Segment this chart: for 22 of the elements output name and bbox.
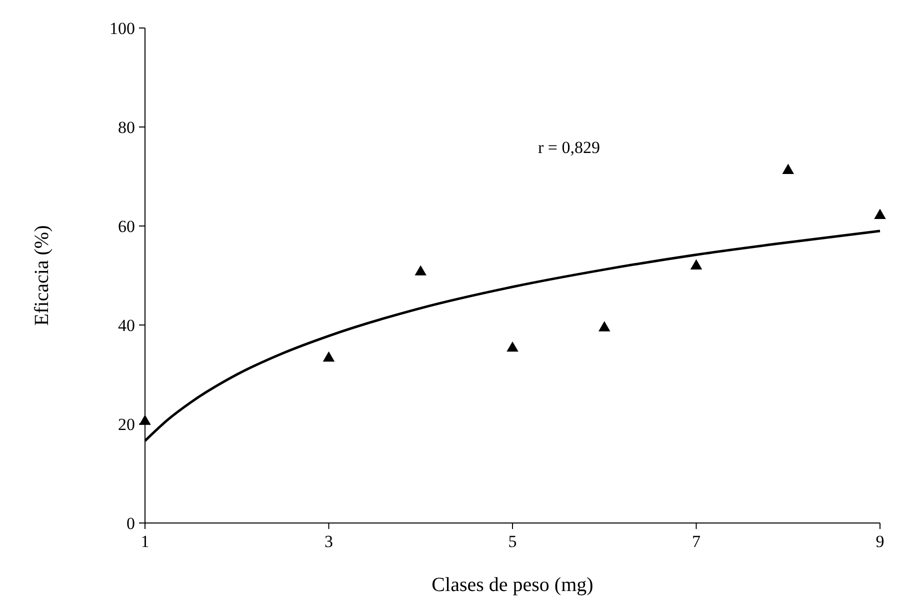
- annotation: r = 0,829: [538, 138, 600, 157]
- y-tick-label: 0: [126, 514, 135, 533]
- point: [414, 265, 427, 276]
- x-tick-label: 1: [140, 532, 150, 551]
- point: [322, 351, 335, 362]
- y-tick-label: 60: [118, 216, 135, 236]
- point: [690, 259, 702, 270]
- x-axis-title: Clases de peso (mg): [432, 574, 594, 596]
- y-tick-label: 20: [118, 414, 135, 434]
- point: [506, 341, 518, 352]
- y-tick-label: 80: [118, 118, 135, 137]
- point: [139, 414, 151, 425]
- x-tick-label: 7: [692, 532, 701, 551]
- x-tick-label: 9: [876, 532, 884, 551]
- y-axis-title: Eficacia (%): [31, 225, 53, 326]
- y-tick-label: 100: [110, 18, 135, 38]
- point: [782, 164, 794, 174]
- y-tick-label: 40: [118, 316, 135, 335]
- point: [598, 321, 610, 332]
- point: [874, 208, 886, 220]
- x-tick-label: 5: [508, 532, 517, 551]
- x-tick-label: 3: [324, 532, 333, 551]
